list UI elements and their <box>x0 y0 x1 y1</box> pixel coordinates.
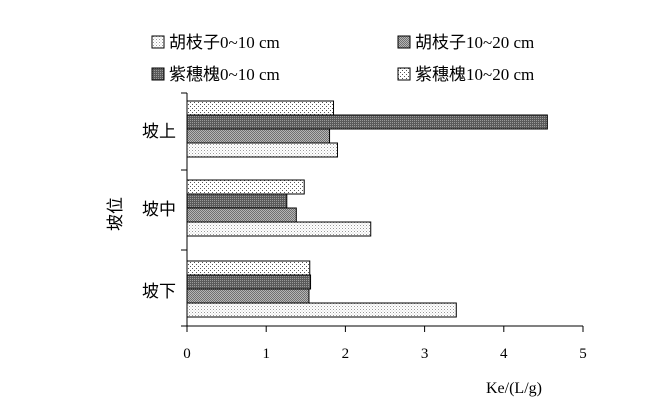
bar-2-1 <box>186 221 372 237</box>
bar-3-4 <box>186 260 311 276</box>
bar-2-3 <box>186 207 297 223</box>
bar-1-4 <box>186 100 335 116</box>
x-tick-label-6: 5 <box>579 346 587 362</box>
bar-3-2 <box>186 274 312 290</box>
bars <box>186 100 548 318</box>
x-tick-label-5: 4 <box>500 346 508 362</box>
y-axis-label: 坡位 <box>106 197 125 231</box>
bar-2-4 <box>186 179 305 195</box>
bar-1-1 <box>186 142 338 158</box>
legend-swatch-4 <box>397 67 411 81</box>
legend-swatch-2 <box>151 67 165 81</box>
legend-label-1: 胡枝子0~10 cm <box>169 33 280 52</box>
x-tick-label-3: 2 <box>342 346 350 362</box>
bar-3-1 <box>186 302 457 318</box>
bar-1-3 <box>186 128 331 144</box>
category-label-1: 坡上 <box>142 122 176 141</box>
legend-label-2: 紫穗槐0~10 cm <box>169 65 280 84</box>
legend: 胡枝子0~10 cm 胡枝子10~20 cm 紫穗槐0~10 cm 紫穗槐10~20 … <box>151 33 534 84</box>
legend-label-4: 紫穗槐10~20 cm <box>415 65 534 84</box>
legend-swatch-3 <box>397 35 411 49</box>
x-tick-label-1: 0 <box>183 346 191 362</box>
x-axis-label: Ke/(L/g) <box>486 380 542 397</box>
bar-3-3 <box>186 288 310 304</box>
bar-1-2 <box>186 114 548 130</box>
bar-2-2 <box>186 193 288 209</box>
category-label-3: 坡下 <box>142 282 176 301</box>
x-tick-label-2: 1 <box>262 346 270 362</box>
legend-label-3: 胡枝子10~20 cm <box>415 33 534 52</box>
category-label-2: 坡中 <box>142 200 176 219</box>
legend-swatch-1 <box>151 35 165 49</box>
x-tick-label-4: 3 <box>421 346 429 362</box>
